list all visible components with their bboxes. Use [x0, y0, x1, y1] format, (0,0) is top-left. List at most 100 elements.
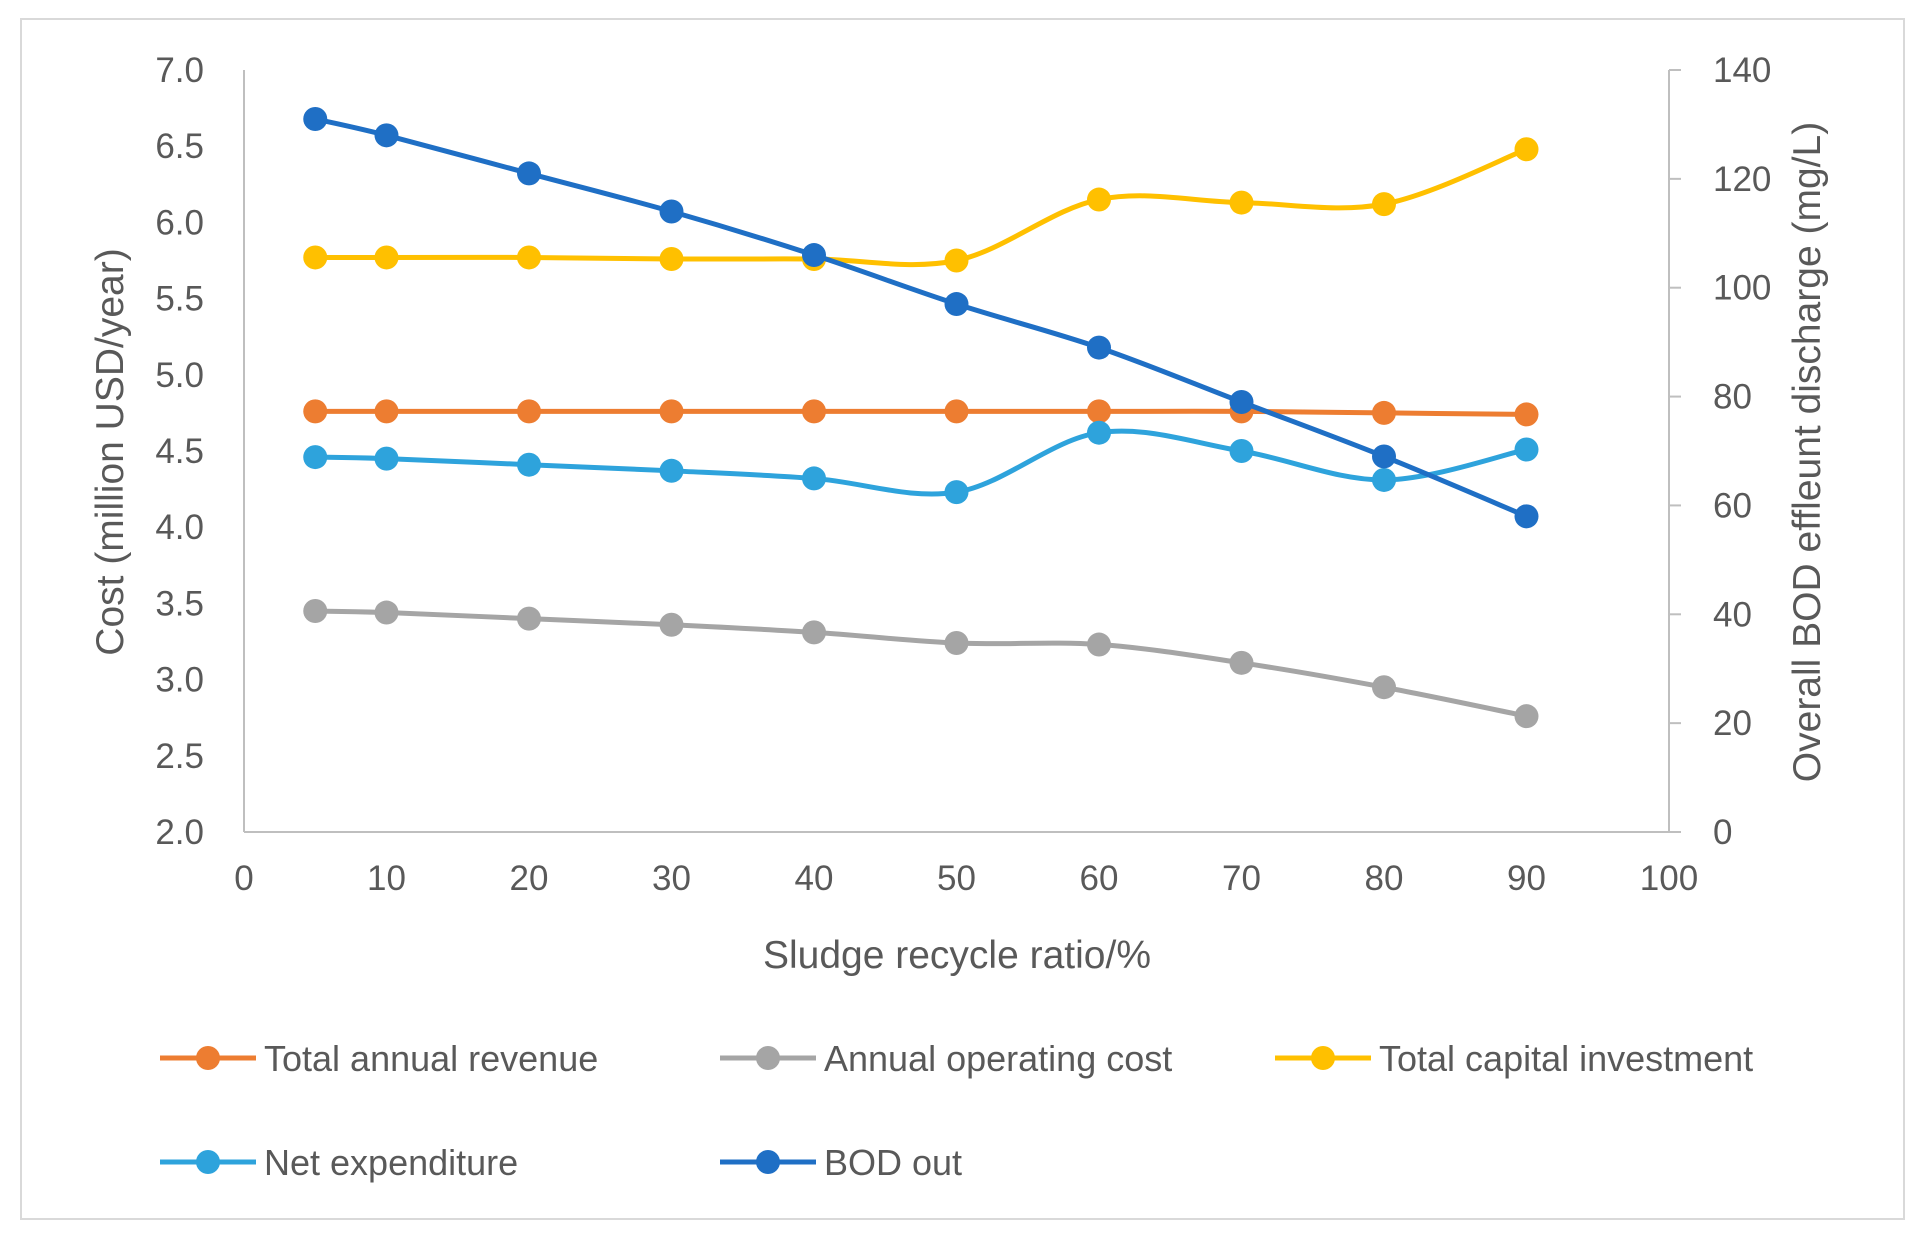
legend-swatch-marker: [756, 1150, 780, 1174]
x-tick-label: 90: [1507, 859, 1546, 898]
data-point-total-capital-investment: [1514, 137, 1539, 162]
data-point-total-annual-revenue: [303, 399, 328, 424]
legend-swatch-marker: [1311, 1046, 1335, 1070]
data-point-total-capital-investment: [374, 245, 399, 270]
y2-axis-title: Overall BOD effleunt discharge (mg/L): [1786, 122, 1829, 782]
x-tick-label: 20: [510, 859, 549, 898]
data-point-total-capital-investment: [1372, 192, 1396, 217]
data-point-total-annual-revenue: [659, 399, 684, 424]
data-point-annual-operating-cost: [802, 620, 826, 645]
data-point-net-expenditure: [1229, 439, 1254, 463]
data-point-bod-out: [517, 161, 541, 186]
data-point-bod-out: [1087, 335, 1111, 360]
data-point-bod-out: [944, 292, 969, 317]
series-line-net-expenditure: [312, 428, 1529, 497]
y2-tick-label: 120: [1713, 160, 1771, 199]
y-tick-label: 2.0: [155, 813, 204, 852]
data-point-total-annual-revenue: [944, 399, 969, 424]
x-tick-label: 40: [795, 859, 834, 898]
legend-label: Total capital investment: [1379, 1038, 1753, 1079]
data-point-annual-operating-cost: [944, 631, 969, 656]
legend-label: BOD out: [824, 1142, 962, 1183]
data-point-net-expenditure: [303, 445, 328, 470]
series-total-annual-revenue: [303, 399, 1539, 427]
data-point-total-annual-revenue: [374, 399, 399, 424]
data-point-annual-operating-cost: [1087, 632, 1111, 657]
data-point-bod-out: [1229, 390, 1254, 415]
data-point-total-capital-investment: [1087, 187, 1111, 212]
y2-tick-label: 80: [1713, 378, 1752, 417]
series-line-annual-operating-cost: [312, 608, 1529, 719]
data-point-net-expenditure: [1514, 437, 1539, 462]
x-tick-label: 50: [937, 859, 976, 898]
y-tick-label: 3.0: [155, 661, 204, 700]
data-point-annual-operating-cost: [659, 612, 684, 637]
y2-tick-label: 20: [1713, 704, 1752, 743]
y-tick-label: 6.0: [155, 203, 204, 242]
x-tick-label: 100: [1640, 859, 1698, 898]
chart-frame: [20, 18, 1905, 1220]
data-point-annual-operating-cost: [374, 600, 399, 625]
data-point-net-expenditure: [374, 446, 399, 471]
data-point-annual-operating-cost: [517, 606, 541, 631]
data-point-bod-out: [659, 199, 684, 224]
y-tick-label: 4.0: [155, 508, 204, 547]
data-point-net-expenditure: [1372, 467, 1396, 492]
y2-tick-label: 0: [1713, 813, 1732, 852]
data-point-total-annual-revenue: [1087, 399, 1111, 424]
data-point-total-capital-investment: [303, 245, 328, 270]
series-total-capital-investment: [303, 137, 1539, 273]
x-tick-label: 70: [1222, 859, 1261, 898]
y-tick-label: 5.5: [155, 280, 204, 319]
data-point-annual-operating-cost: [1372, 675, 1396, 700]
legend-label: Total annual revenue: [264, 1038, 598, 1079]
series-bod-out: [303, 106, 1539, 529]
data-point-annual-operating-cost: [1229, 650, 1254, 675]
data-point-bod-out: [1372, 444, 1396, 469]
y2-tick-label: 140: [1713, 51, 1771, 90]
data-point-bod-out: [802, 243, 826, 268]
legend-item-net-expenditure: Net expenditure: [160, 1142, 518, 1183]
series-net-expenditure: [303, 420, 1539, 505]
y2-tick-label: 60: [1713, 486, 1752, 525]
data-point-net-expenditure: [517, 452, 541, 477]
x-tick-label: 80: [1365, 859, 1404, 898]
y-tick-label: 4.5: [155, 432, 204, 471]
legend-label: Net expenditure: [264, 1142, 518, 1183]
data-point-bod-out: [303, 106, 328, 131]
axes: 2.0 2.5 3.0 3.5 4.0 4.5 5.0 5.5 6.0 6.5 7.0 0 20 40 60…: [155, 51, 1771, 898]
data-point-total-annual-revenue: [1372, 400, 1396, 425]
legend-item-total-capital-investment: Total capital investment: [1275, 1038, 1753, 1079]
data-point-total-annual-revenue: [517, 399, 541, 424]
data-point-total-capital-investment: [944, 248, 969, 273]
data-point-bod-out: [374, 123, 399, 148]
data-point-net-expenditure: [659, 458, 684, 483]
series-annual-operating-cost: [303, 599, 1539, 729]
data-point-net-expenditure: [802, 466, 826, 491]
y-tick-label: 5.0: [155, 356, 204, 395]
y-tick-label: 3.5: [155, 584, 204, 623]
legend-swatch-marker: [196, 1150, 220, 1174]
data-point-annual-operating-cost: [303, 599, 328, 624]
legend-swatch-marker: [756, 1046, 780, 1070]
legend-swatch-marker: [196, 1046, 220, 1070]
data-point-total-annual-revenue: [802, 399, 826, 424]
series-line-total-capital-investment: [312, 146, 1529, 268]
legend-item-bod-out: BOD out: [720, 1142, 962, 1183]
data-point-total-capital-investment: [517, 245, 541, 270]
data-point-net-expenditure: [944, 480, 969, 505]
y2-tick-label: 100: [1713, 269, 1771, 308]
y-axis-title: Cost (million USD/year): [89, 248, 132, 655]
y-tick-label: 7.0: [155, 51, 204, 90]
x-tick-label: 30: [652, 859, 691, 898]
y-tick-label: 6.5: [155, 127, 204, 166]
x-tick-label: 10: [367, 859, 406, 898]
y-tick-label: 2.5: [155, 737, 204, 776]
legend: Total annual revenue Annual operating cos…: [160, 1038, 1753, 1183]
x-tick-label: 0: [234, 859, 253, 898]
legend-label: Annual operating cost: [824, 1038, 1172, 1079]
data-point-total-capital-investment: [659, 246, 684, 271]
data-point-bod-out: [1514, 504, 1539, 529]
data-point-net-expenditure: [1087, 420, 1111, 445]
